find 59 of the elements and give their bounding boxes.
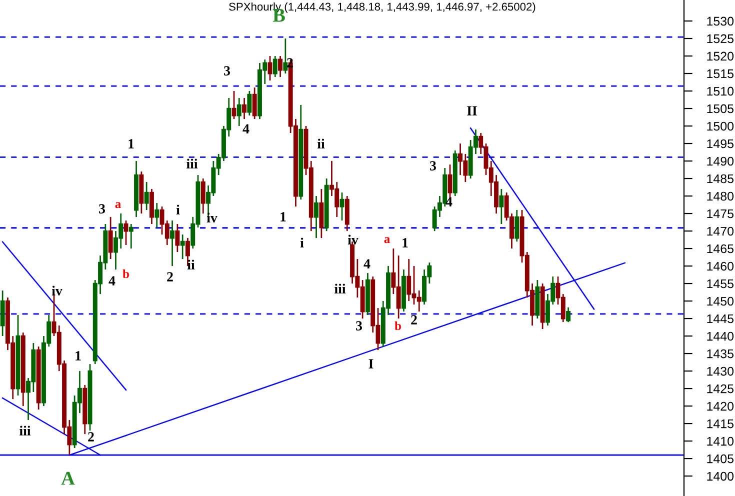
annotation: 4 xyxy=(108,276,116,286)
annotation: 3 xyxy=(224,66,230,76)
y-tick-label: 1500 xyxy=(707,122,734,131)
annotation: 4 xyxy=(242,124,250,134)
annotation: 3 xyxy=(356,321,362,330)
annotation: a xyxy=(384,237,390,244)
annotation: I xyxy=(368,359,374,368)
y-tick-label: 1530 xyxy=(707,16,734,26)
y-tick-label: 1445 xyxy=(707,314,734,324)
y-tick-label: 1475 xyxy=(707,209,734,218)
y-tick-label: 1455 xyxy=(707,279,734,288)
annotation: 1 xyxy=(76,351,81,360)
y-tick-label: 1470 xyxy=(707,226,734,236)
annotation: i xyxy=(300,238,304,248)
annotation: ii xyxy=(317,138,325,148)
y-tick-label: 1465 xyxy=(707,244,734,254)
y-tick-label: 1425 xyxy=(707,384,734,394)
annotation: b xyxy=(394,321,401,330)
annotation: iv xyxy=(52,286,62,296)
y-tick-label: 1510 xyxy=(707,86,734,96)
annotation: iv xyxy=(206,212,218,222)
y-tick-label: 1435 xyxy=(707,349,734,358)
y-tick-label: 1525 xyxy=(707,34,734,44)
annotation: ii xyxy=(187,260,195,270)
y-tick-label: 1480 xyxy=(707,192,734,201)
annotation: a xyxy=(115,202,121,208)
y-tick-label: 1405 xyxy=(707,454,734,464)
annotation: 3 xyxy=(99,204,105,214)
y-tick-label: 1440 xyxy=(707,332,734,341)
annotation: 1 xyxy=(128,139,134,148)
annotation: iii xyxy=(20,426,31,436)
y-tick-label: 1520 xyxy=(707,52,734,61)
annotation: 2 xyxy=(88,432,94,442)
y-tick-label: 1400 xyxy=(707,472,734,481)
y-tick-label: 1515 xyxy=(707,69,734,78)
annotation: 4 xyxy=(364,259,370,268)
y-tick-label: 1460 xyxy=(707,262,734,271)
y-tick-label: 1415 xyxy=(707,419,734,428)
y-tick-label: 1450 xyxy=(707,296,734,306)
y-tick-label: 1410 xyxy=(707,436,734,446)
y-tick-label: 1430 xyxy=(707,366,734,376)
annotation: b xyxy=(122,269,129,278)
annotation: A xyxy=(61,472,75,485)
y-tick-label: 1420 xyxy=(707,402,734,411)
y-tick-label: 1485 xyxy=(707,174,734,184)
annotation: iii xyxy=(186,158,198,168)
y-tick-label: 1495 xyxy=(707,139,734,148)
annotation: iv xyxy=(348,234,358,244)
annotation: 2 xyxy=(287,58,293,68)
annotation: II xyxy=(467,106,477,116)
annotation: i xyxy=(176,204,180,214)
y-tick-label: 1490 xyxy=(707,156,734,166)
y-tick-label: 1505 xyxy=(707,104,734,114)
annotation: 3 xyxy=(430,161,436,170)
annotation: 2 xyxy=(167,272,173,282)
annotation: 1 xyxy=(280,212,286,222)
annotation: iii xyxy=(334,284,346,294)
annotation: 2 xyxy=(411,315,417,324)
annotation: 1 xyxy=(402,238,408,248)
